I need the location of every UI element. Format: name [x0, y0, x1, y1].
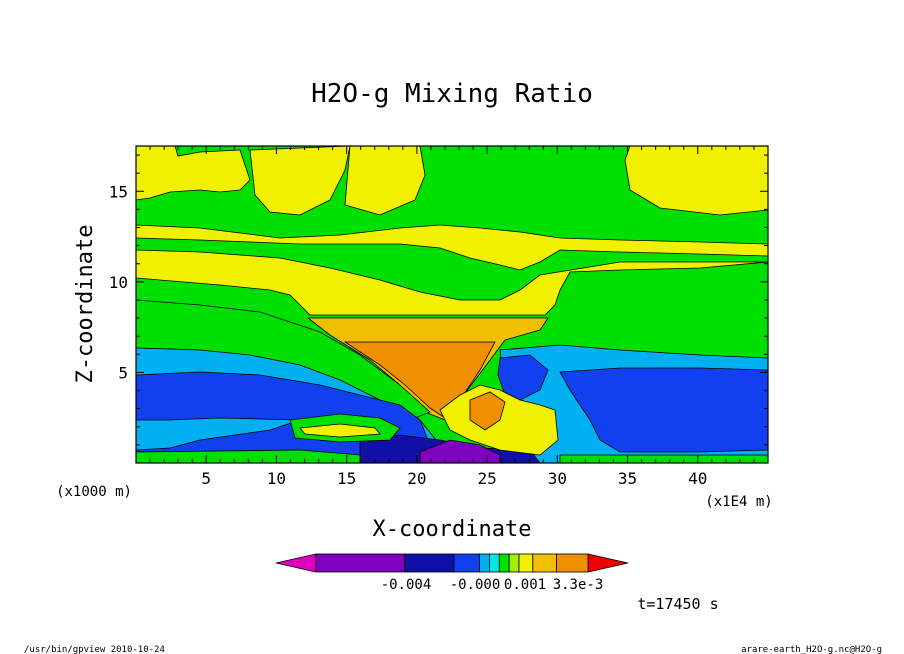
colorbar-cell-9: [556, 553, 589, 573]
x-tick-label-0: 5: [201, 469, 211, 488]
colorbar-cell-3: [479, 553, 490, 573]
region-streak-yellow: [299, 423, 381, 438]
x-tick-label-5: 30: [548, 469, 567, 488]
region-yellow-upper-left: [136, 146, 251, 201]
region-yellow-column: [249, 146, 351, 216]
x-tick-label-2: 15: [337, 469, 356, 488]
y-tick-label-1: 10: [109, 273, 128, 292]
region-yellow-upper-right: [624, 146, 768, 216]
region-turbulence-orange: [469, 391, 506, 431]
colorbar-label-0: -0.004: [381, 577, 432, 593]
time-label: t=17450 s: [637, 595, 718, 613]
x-tick-label-1: 10: [267, 469, 286, 488]
colorbar-labels: -0.004 -0.000 0.001 3.3e-3: [381, 577, 604, 593]
y-tick-label-0: 5: [118, 363, 128, 382]
colorbar: [275, 553, 629, 573]
x-tick-label-6: 35: [618, 469, 637, 488]
x-tick-label-4: 25: [477, 469, 496, 488]
x-ticks: 5 10 15 20 25 30 35 40: [149, 146, 755, 488]
region-blue-right: [559, 367, 768, 453]
colorbar-cell-4: [489, 553, 500, 573]
colorbar-cell-7: [518, 553, 534, 573]
region-bottom-strip-right: [559, 454, 768, 463]
x-tick-label-7: 40: [688, 469, 707, 488]
x-unit-label: (x1E4 m): [705, 494, 772, 510]
x-axis-label: X-coordinate: [373, 517, 532, 542]
colorbar-cell-1: [404, 553, 455, 573]
colorbar-cell-6: [508, 553, 520, 573]
colorbar-cell-0: [315, 553, 406, 573]
region-green-band: [136, 237, 768, 301]
colorbar-label-3: 3.3e-3: [553, 577, 604, 593]
region-purple: [419, 439, 501, 463]
footer-right: arare-earth_H2O-g.nc@H2O-g: [741, 645, 882, 654]
chart-title: H2O-g Mixing Ratio: [311, 79, 593, 109]
y-tick-label-2: 15: [109, 182, 128, 201]
colorbar-label-2: 0.001: [504, 577, 546, 593]
y-ticks: 5 10 15: [109, 154, 768, 446]
y-axis-label: Z-coordinate: [73, 225, 98, 384]
colorbar-cell-5: [498, 553, 510, 573]
colorbar-label-1: -0.000: [450, 577, 501, 593]
contour-field: [136, 146, 768, 463]
x-tick-label-3: 20: [407, 469, 426, 488]
plot-frame: [135, 145, 769, 464]
region-yellow-column-2: [344, 146, 426, 216]
colorbar-cell-2: [453, 553, 480, 573]
region-blue-pocket: [497, 354, 549, 401]
y-unit-label: (x1000 m): [56, 484, 132, 500]
colorbar-over-triangle: [587, 553, 629, 573]
colorbar-cell-8: [532, 553, 557, 573]
footer-left: /usr/bin/gpview 2010-10-24: [24, 645, 165, 654]
colorbar-under-triangle: [275, 553, 317, 573]
